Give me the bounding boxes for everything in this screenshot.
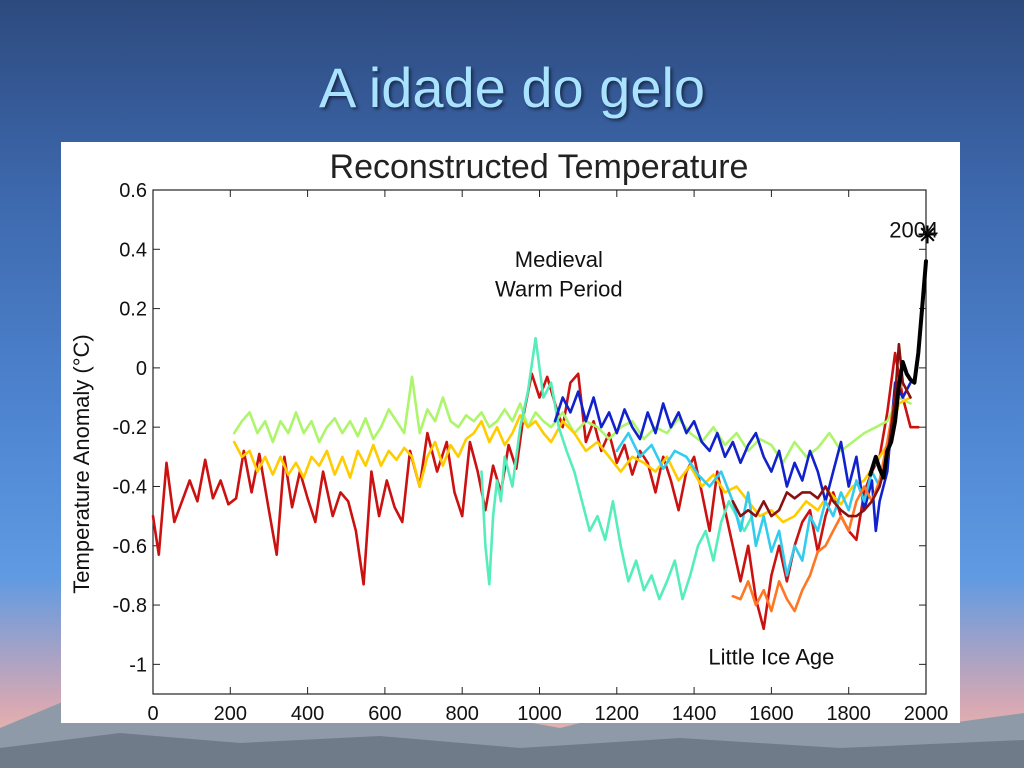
annotation-3: Little Ice Age <box>708 644 834 669</box>
series-line-4 <box>480 336 754 601</box>
x-tick-label: 0 <box>147 703 158 723</box>
x-tick-label: 1000 <box>517 703 562 723</box>
x-tick-label: 200 <box>214 703 247 723</box>
temperature-chart: Reconstructed Temperature Temperature An… <box>69 148 949 723</box>
x-tick-label: 1600 <box>749 703 794 723</box>
chart-title: Reconstructed Temperature <box>330 148 749 186</box>
plot-area: 0 200 400 600 800 1000 1200 1400 1600 1800 2000 0.6… <box>113 180 949 723</box>
annotation-4: 2004 <box>889 217 938 242</box>
x-tick-label: 400 <box>291 703 324 723</box>
y-tick-label: -0.2 <box>113 417 147 439</box>
x-tick-label: 800 <box>446 703 479 723</box>
marker-2004-asterisk <box>918 225 937 244</box>
series-line-2 <box>232 375 912 465</box>
x-tick-label: 2000 <box>904 703 949 723</box>
series-line-6 <box>615 381 905 577</box>
y-tick-label: 0.6 <box>119 180 147 202</box>
slide-title: A idade do gelo <box>318 56 706 119</box>
y-tick-label: 0.2 <box>119 299 147 321</box>
x-tick-label: 1200 <box>595 703 640 723</box>
chart-panel: Reconstructed Temperature Temperature An… <box>61 142 960 723</box>
y-tick-label: -0.6 <box>113 536 147 558</box>
y-tick-label: 0.4 <box>119 239 147 261</box>
annotation-1: Medieval <box>515 247 603 272</box>
series-line-5 <box>553 381 912 533</box>
annotation-2: Warm Period <box>495 277 623 302</box>
x-tick-label: 600 <box>368 703 401 723</box>
y-tick-label: -0.8 <box>113 595 147 617</box>
x-tick-label: 1800 <box>826 703 871 723</box>
series-line-3 <box>232 396 912 524</box>
y-tick-label: -1 <box>129 654 147 676</box>
x-tick-label: 1400 <box>672 703 717 723</box>
y-tick-label: 0 <box>136 358 147 380</box>
y-axis-label: Temperature Anomaly (°C) <box>69 334 94 593</box>
series-line-9 <box>868 259 928 480</box>
y-tick-label: -0.4 <box>113 476 147 498</box>
